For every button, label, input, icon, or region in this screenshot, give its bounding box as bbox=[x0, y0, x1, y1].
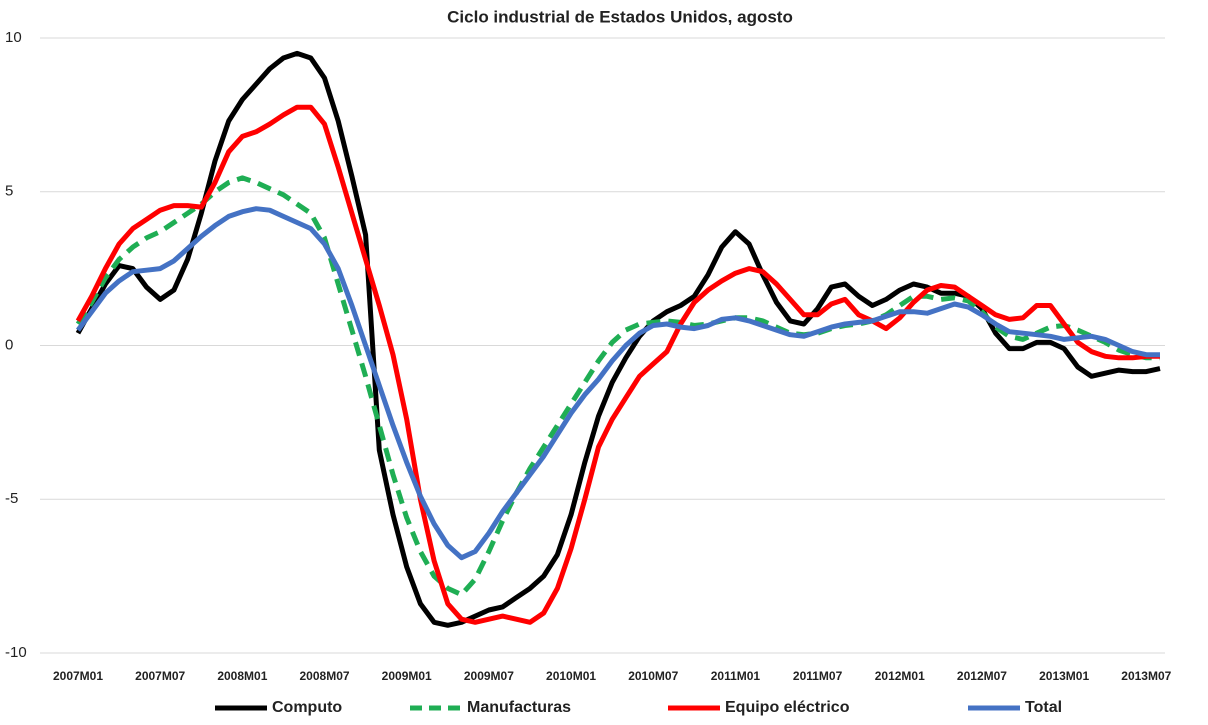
x-tick-label: 2013M07 bbox=[1121, 669, 1171, 683]
x-tick-label: 2007M01 bbox=[53, 669, 103, 683]
series-line bbox=[75, 206, 1160, 561]
x-tick-label: 2008M01 bbox=[217, 669, 267, 683]
x-tick-label: 2012M01 bbox=[875, 669, 925, 683]
x-tick-label: 2009M01 bbox=[382, 669, 432, 683]
y-tick-label: -10 bbox=[5, 644, 27, 661]
chart-title: Ciclo industrial de Estados Unidos, agos… bbox=[447, 7, 793, 26]
x-tick-label: 2010M01 bbox=[546, 669, 596, 683]
x-tick-label: 2010M07 bbox=[628, 669, 678, 683]
series-line bbox=[75, 104, 1160, 625]
x-tick-label: 2013M01 bbox=[1039, 669, 1089, 683]
legend-label: Equipo eléctrico bbox=[725, 699, 850, 716]
y-tick-label: 5 bbox=[5, 183, 13, 200]
y-tick-label: 10 bbox=[5, 29, 22, 46]
x-tick-label: 2011M07 bbox=[793, 669, 843, 683]
x-tick-label: 2009M07 bbox=[464, 669, 514, 683]
y-tick-label: -5 bbox=[5, 490, 18, 507]
legend-label: Total bbox=[1025, 699, 1062, 716]
x-tick-label: 2012M07 bbox=[957, 669, 1007, 683]
x-tick-label: 2008M07 bbox=[300, 669, 350, 683]
series-line bbox=[75, 175, 1160, 598]
y-tick-label: 0 bbox=[5, 336, 13, 353]
x-tick-label: 2007M07 bbox=[135, 669, 185, 683]
x-tick-label: 2011M01 bbox=[711, 669, 761, 683]
legend-label: Manufacturas bbox=[467, 699, 571, 716]
legend-label: Computo bbox=[272, 699, 342, 716]
